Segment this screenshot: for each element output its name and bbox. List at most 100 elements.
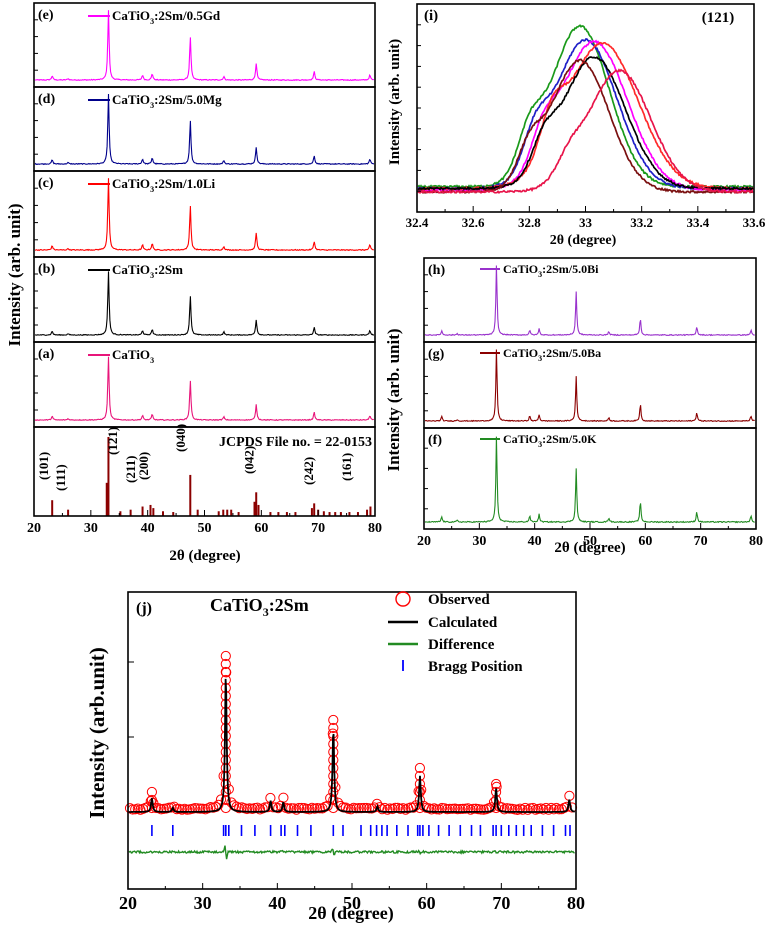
rietveld-x-tick-label: 30 [194, 893, 212, 913]
left-legend-label-main: CaTiO [112, 176, 150, 191]
observed-point [414, 802, 425, 814]
observed-point [195, 803, 206, 814]
left-legend-label-tail: :2Sm [154, 262, 183, 277]
zoom-x-tick-label: 33.6 [743, 215, 766, 230]
right-y-axis-label: Intensity (arb. unit) [384, 328, 403, 471]
right-pattern-line [424, 265, 755, 337]
zoom-peak-line [417, 39, 754, 193]
observed-point [220, 778, 231, 790]
right-panel-label: (h) [428, 263, 445, 278]
observed-point [455, 803, 466, 815]
observed-point [457, 803, 468, 815]
left-x-tick-label: 40 [141, 521, 155, 536]
observed-point [286, 803, 297, 814]
left-legend-label-main: CaTiO [112, 262, 150, 277]
right-legend-label-tail: :2Sm/5.0Bi [542, 262, 599, 276]
plot-layer [34, 10, 755, 860]
hkl-label: (211) [123, 456, 138, 483]
zoom-x-tick-label: 32.8 [518, 215, 541, 230]
hkl-label: (161) [339, 453, 354, 481]
observed-point [146, 794, 157, 806]
right-legend-label-main: CaTiO [503, 262, 538, 276]
hkl-label: (200) [136, 452, 151, 480]
observed-point [328, 786, 339, 798]
observed-point [434, 804, 445, 815]
observed-point [312, 803, 323, 814]
right-x-tick-label: 60 [638, 534, 652, 549]
rietveld-x-tick-label: 20 [119, 893, 137, 913]
observed-point [220, 754, 231, 766]
zoom-x-axis-label: 2θ (degree) [550, 233, 617, 248]
zoom-peak-line [417, 58, 754, 195]
observed-point [220, 794, 231, 806]
right-legend-label: CaTiO3:2Sm/5.0Bi [503, 262, 599, 279]
observed-point [202, 803, 214, 814]
right-legend-label: CaTiO3:2Sm/5.0K [503, 432, 597, 449]
observed-point [400, 804, 411, 815]
frame-layer: (e) CaTiO3:2Sm/0.5Gd(d) CaTiO3:2Sm/5.0Mg(c… [27, 2, 766, 913]
observed-point [220, 666, 231, 678]
zoom-x-tick-label: 33.4 [686, 215, 709, 230]
zoom-peak-line [417, 24, 754, 190]
hkl-label: (040) [173, 424, 188, 452]
left-legend-label: CaTiO3 [112, 347, 154, 365]
observed-point [257, 803, 268, 814]
legend-observed-marker [395, 591, 411, 607]
right-x-tick-label: 70 [694, 534, 708, 549]
zoom-peak-line [417, 68, 754, 195]
observed-point [553, 804, 565, 815]
rietveld-title-sub: 3 [263, 605, 269, 619]
right-legend-label-tail: :2Sm/5.0K [542, 432, 597, 446]
observed-point [192, 803, 203, 814]
observed-point [328, 794, 339, 806]
left-legend-label-sub: 3 [150, 356, 154, 365]
observed-point [462, 803, 474, 814]
right-pattern-line [424, 436, 755, 524]
observed-point [364, 803, 375, 814]
left-panel-label: (c) [38, 176, 54, 191]
left-x-tick-label: 70 [311, 521, 325, 536]
rietveld-x-tick-label: 50 [343, 893, 361, 913]
zoom-x-tick-label: 32.4 [406, 215, 429, 230]
right-x-tick-label: 80 [749, 534, 763, 549]
left-panel-label: (e) [38, 8, 54, 23]
observed-point [538, 804, 549, 815]
observed-point [491, 802, 502, 814]
observed-point [291, 804, 302, 815]
right-legend-label: CaTiO3:2Sm/5.0Ba [503, 346, 601, 363]
left-legend-label-tail: :2Sm/5.0Mg [154, 92, 222, 107]
zoom-x-tick-label: 33 [579, 215, 593, 230]
zoom-title: (121) [702, 10, 735, 26]
observed-point [351, 803, 362, 814]
rietveld-x-tick-label: 70 [492, 893, 510, 913]
right-x-tick-label: 50 [583, 534, 597, 549]
observed-point [314, 803, 325, 814]
left-legend-label: CaTiO3:2Sm/1.0Li [112, 176, 215, 194]
hkl-label: (121) [105, 427, 120, 455]
left-legend-label-main: CaTiO [112, 92, 150, 107]
left-legend-label-main: CaTiO [112, 347, 150, 362]
left-x-tick-label: 80 [368, 521, 382, 536]
left-panel-label: (b) [38, 262, 55, 277]
rietveld-title-tail: :2Sm [269, 595, 309, 615]
observed-point [328, 722, 339, 734]
observed-point [267, 802, 279, 813]
right-legend-label-tail: :2Sm/5.0Ba [542, 346, 601, 360]
right-x-axis-label: 2θ (degree) [554, 540, 625, 556]
left-x-tick-label: 50 [198, 521, 212, 536]
observed-point [220, 650, 231, 662]
left-legend-label-sub: 3 [150, 17, 154, 26]
left-legend-label-sub: 3 [150, 271, 154, 280]
left-panel-label: (a) [38, 347, 55, 362]
text-layer: Intensity (arb. unit) 2θ (degree) Intens… [5, 8, 734, 924]
observed-point [220, 786, 231, 798]
observed-point [522, 804, 533, 815]
observed-point [278, 792, 289, 803]
observed-point [328, 770, 339, 782]
observed-point [220, 770, 231, 782]
zoom-panel-frame [416, 3, 755, 213]
observed-point [220, 746, 231, 758]
observed-point [288, 803, 299, 814]
left-legend-label-sub: 3 [150, 185, 154, 194]
